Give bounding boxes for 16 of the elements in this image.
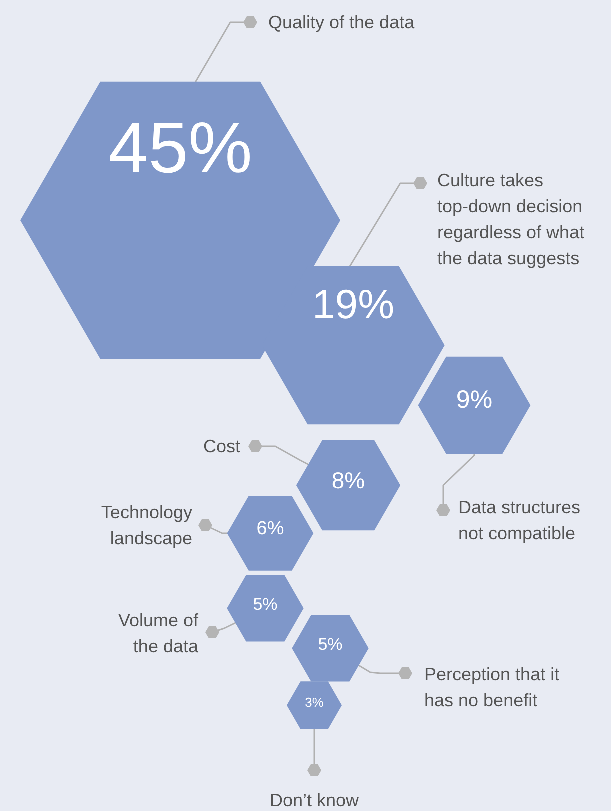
data-label: 5% [253,595,278,614]
category-label: Data structures not compatible [458,498,581,544]
data-label: 19% [312,281,395,328]
data-label: 6% [256,518,284,540]
category-label: Culture takes top-down decision regardless of what the data suggests [438,170,585,268]
category-label: Technology landscape [101,502,193,548]
data-label: 8% [332,467,366,494]
category-label: Perception that it has no benefit [424,664,560,710]
category-label: Cost [203,436,241,456]
category-label: Don’t know [270,790,360,810]
data-label: 5% [318,635,343,654]
category-label: Quality of the data [268,12,416,32]
data-label: 9% [456,386,493,414]
data-label: 3% [305,695,324,710]
category-label: Volume of the data [118,610,200,656]
data-label: 45% [108,108,253,188]
